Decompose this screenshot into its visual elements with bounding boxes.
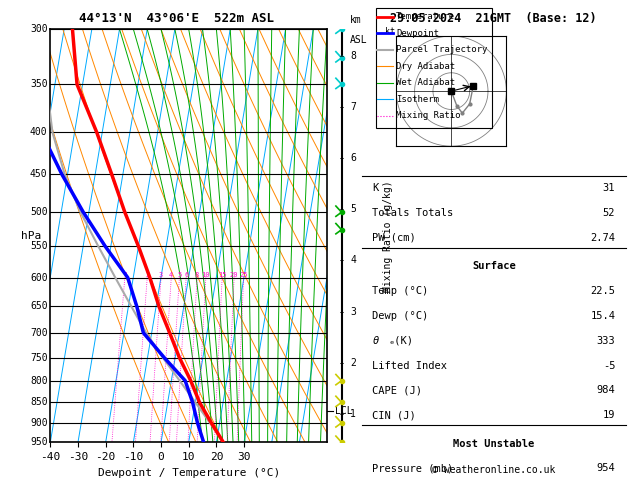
Text: 333: 333 <box>596 336 615 346</box>
Text: K: K <box>372 184 379 193</box>
Text: 750: 750 <box>30 352 48 363</box>
Text: 22.5: 22.5 <box>590 286 615 296</box>
Text: 954: 954 <box>596 463 615 473</box>
Text: Dry Adiabat: Dry Adiabat <box>396 62 455 71</box>
Text: 44°13'N  43°06'E  522m ASL: 44°13'N 43°06'E 522m ASL <box>79 12 274 25</box>
Text: 6: 6 <box>350 153 356 163</box>
Text: Lifted Index: Lifted Index <box>372 361 447 370</box>
Text: 3: 3 <box>159 272 163 278</box>
Text: 2: 2 <box>145 272 149 278</box>
Text: 20: 20 <box>230 272 238 278</box>
Text: 2: 2 <box>350 358 356 368</box>
Text: hPa: hPa <box>21 231 41 241</box>
Text: 900: 900 <box>30 418 48 428</box>
Text: ₑ(K): ₑ(K) <box>388 336 413 346</box>
Text: 984: 984 <box>596 385 615 395</box>
Text: 1: 1 <box>350 409 356 419</box>
Text: LCL: LCL <box>335 406 353 416</box>
Text: 4: 4 <box>350 256 356 265</box>
Text: Mixing Ratio (g/kg): Mixing Ratio (g/kg) <box>383 180 393 292</box>
Text: 3: 3 <box>350 307 356 317</box>
Text: 800: 800 <box>30 376 48 386</box>
Text: 31: 31 <box>603 184 615 193</box>
Text: 8: 8 <box>195 272 199 278</box>
Text: Most Unstable: Most Unstable <box>453 438 535 449</box>
Text: Dewpoint: Dewpoint <box>396 29 439 38</box>
Text: 4: 4 <box>169 272 174 278</box>
Text: 10: 10 <box>201 272 210 278</box>
Text: 25: 25 <box>240 272 248 278</box>
Text: 550: 550 <box>30 242 48 251</box>
Text: kt: kt <box>385 27 395 36</box>
Text: 850: 850 <box>30 398 48 407</box>
Text: Temperature: Temperature <box>396 12 455 21</box>
Text: 400: 400 <box>30 127 48 137</box>
Text: -5: -5 <box>603 361 615 370</box>
Text: Totals Totals: Totals Totals <box>372 208 454 218</box>
Text: Mixing Ratio: Mixing Ratio <box>396 111 461 121</box>
Text: 15.4: 15.4 <box>590 311 615 321</box>
Text: 650: 650 <box>30 301 48 311</box>
Text: 7: 7 <box>350 102 356 112</box>
Text: CAPE (J): CAPE (J) <box>372 385 422 395</box>
Text: 29.05.2024  21GMT  (Base: 12): 29.05.2024 21GMT (Base: 12) <box>391 12 597 25</box>
Text: θ: θ <box>372 336 379 346</box>
Text: 600: 600 <box>30 273 48 282</box>
Text: 19: 19 <box>603 410 615 420</box>
Text: Wet Adiabat: Wet Adiabat <box>396 78 455 87</box>
Text: ASL: ASL <box>350 35 368 45</box>
Text: 500: 500 <box>30 207 48 217</box>
Text: km: km <box>350 15 362 25</box>
Text: Pressure (mb): Pressure (mb) <box>372 463 454 473</box>
Text: 52: 52 <box>603 208 615 218</box>
Text: 700: 700 <box>30 328 48 338</box>
Text: 5: 5 <box>177 272 182 278</box>
Text: Isotherm: Isotherm <box>396 95 439 104</box>
Text: 15: 15 <box>218 272 226 278</box>
Text: Temp (°C): Temp (°C) <box>372 286 428 296</box>
Text: © weatheronline.co.uk: © weatheronline.co.uk <box>432 466 555 475</box>
Text: 350: 350 <box>30 79 48 89</box>
X-axis label: Dewpoint / Temperature (°C): Dewpoint / Temperature (°C) <box>97 468 280 478</box>
Text: 6: 6 <box>184 272 188 278</box>
Text: Dewp (°C): Dewp (°C) <box>372 311 428 321</box>
Text: 8: 8 <box>350 51 356 61</box>
Text: 1: 1 <box>123 272 127 278</box>
Text: 950: 950 <box>30 437 48 447</box>
Text: CIN (J): CIN (J) <box>372 410 416 420</box>
Text: 450: 450 <box>30 170 48 179</box>
Text: Parcel Trajectory: Parcel Trajectory <box>396 45 487 54</box>
Text: 5: 5 <box>350 204 356 214</box>
Text: 300: 300 <box>30 24 48 34</box>
Text: PW (cm): PW (cm) <box>372 233 416 243</box>
Text: 2.74: 2.74 <box>590 233 615 243</box>
Text: Surface: Surface <box>472 261 516 272</box>
